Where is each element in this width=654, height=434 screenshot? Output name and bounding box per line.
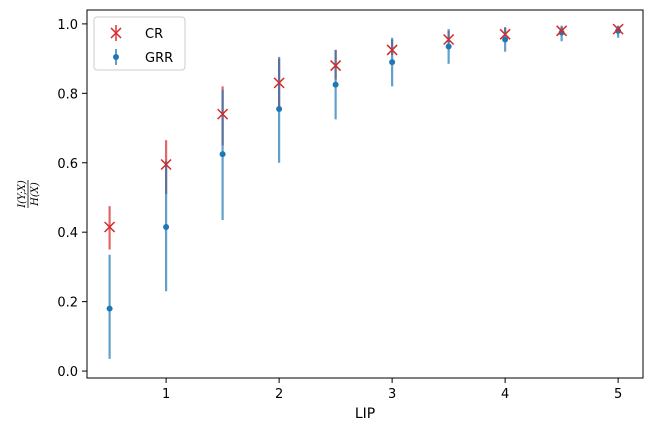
legend-grr-marker xyxy=(113,54,119,60)
grr-point xyxy=(445,43,452,50)
grr-point xyxy=(558,29,565,36)
x-tick-label: 4 xyxy=(501,387,509,402)
x-tick-label: 1 xyxy=(162,387,170,402)
error-bars xyxy=(108,25,620,359)
cr-point xyxy=(160,158,172,171)
grr-point xyxy=(332,81,339,88)
legend-cr-marker xyxy=(110,27,122,39)
grr-point xyxy=(163,223,170,230)
y-tick-label: 0.2 xyxy=(57,296,78,311)
cr-point xyxy=(386,44,398,56)
legend-grr-label: GRR xyxy=(145,51,173,66)
cr-point xyxy=(104,221,116,233)
y-label-denominator: H(X) xyxy=(30,182,41,207)
grr-point xyxy=(276,105,283,112)
y-tick-label: 0.0 xyxy=(57,365,78,380)
grr-point xyxy=(502,36,509,43)
y-axis-label-fraction: I(Y;X) H(X) xyxy=(17,180,41,209)
y-tick-label: 0.6 xyxy=(57,157,78,172)
grr-point xyxy=(389,59,396,66)
x-axis-label: LIP xyxy=(355,406,375,422)
grr-point xyxy=(615,27,622,34)
legend-cr-label: CR xyxy=(145,27,163,42)
cr-point xyxy=(443,33,455,46)
cr-point xyxy=(330,60,342,72)
grr-point xyxy=(106,305,113,312)
cr-point xyxy=(273,77,285,89)
y-tick-label: 1.0 xyxy=(57,18,78,33)
cr-point xyxy=(499,28,511,40)
y-axis-ticks: 0.0 0.2 0.4 0.6 0.8 1.0 xyxy=(57,18,87,380)
cr-point xyxy=(612,23,624,35)
cr-point xyxy=(556,25,568,37)
legend: CR GRR xyxy=(93,16,186,71)
y-label-numerator: I(Y;X) xyxy=(17,180,28,209)
x-axis-ticks: 1 2 3 4 5 xyxy=(162,378,622,402)
x-tick-label: 5 xyxy=(614,387,622,402)
plot-frame xyxy=(86,9,644,379)
cr-point xyxy=(217,108,229,120)
x-tick-label: 3 xyxy=(388,387,396,402)
x-tick-label: 2 xyxy=(275,387,283,402)
y-tick-label: 0.8 xyxy=(57,87,78,102)
grr-point xyxy=(219,151,226,158)
data-markers xyxy=(104,23,624,312)
y-axis-label: I(Y;X) H(X) xyxy=(17,180,41,209)
y-tick-label: 0.4 xyxy=(57,226,78,241)
